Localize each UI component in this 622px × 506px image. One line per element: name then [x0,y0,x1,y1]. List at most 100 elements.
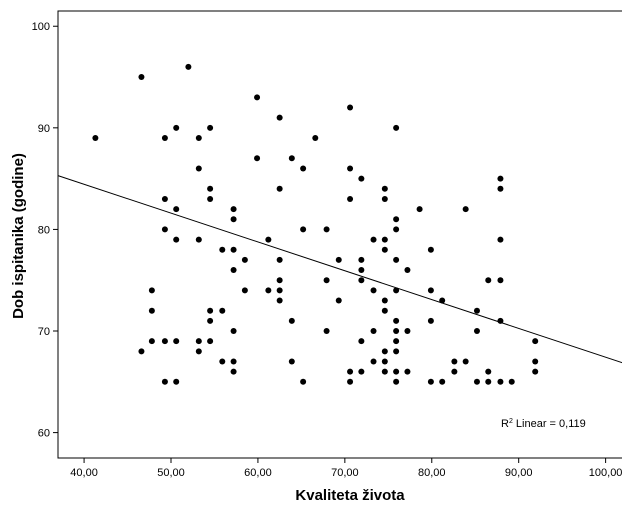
data-point [230,368,237,375]
data-point [451,368,458,375]
data-point [288,155,295,162]
data-point [485,277,492,284]
data-point [358,267,365,274]
data-point [265,236,272,243]
data-point [161,378,168,385]
data-point [508,378,515,385]
data-point [207,124,214,131]
x-tick-label: 40,00 [70,467,98,479]
data-point [173,338,180,345]
data-point [381,358,388,365]
data-point [381,236,388,243]
data-point [254,155,261,162]
data-point [381,297,388,304]
data-point [185,63,192,70]
data-point [439,378,446,385]
data-point [427,246,434,253]
data-point [381,246,388,253]
data-point [219,307,226,314]
data-point [300,165,307,172]
y-tick-label: 60 [38,428,50,440]
x-tick-label: 100,00 [589,467,622,479]
data-point [230,206,237,213]
data-point [497,378,504,385]
data-point [358,175,365,182]
data-point [323,277,330,284]
data-point [347,104,354,111]
data-point [497,317,504,324]
data-point [335,256,342,263]
data-point [381,195,388,202]
r-squared-annotation: R2 Linear = 0,119 [501,418,586,430]
data-point [300,226,307,233]
y-tick-label: 80 [38,224,50,236]
data-point [161,226,168,233]
data-point [497,277,504,284]
data-point [358,338,365,345]
data-point [393,317,400,324]
data-point [173,378,180,385]
data-point [207,317,214,324]
data-point [532,368,539,375]
data-point [532,338,539,345]
data-point [497,185,504,192]
data-point [347,165,354,172]
data-point [462,358,469,365]
data-point [393,124,400,131]
data-point [427,317,434,324]
data-point [173,236,180,243]
data-point [427,378,434,385]
data-point [230,267,237,274]
data-point [230,328,237,335]
data-point [473,307,480,314]
data-point [497,236,504,243]
y-tick-label: 70 [38,326,50,338]
data-point [347,368,354,375]
x-tick-label: 90,00 [505,467,533,479]
data-point [207,195,214,202]
data-point [358,368,365,375]
data-point [404,267,411,274]
data-point [381,185,388,192]
data-point [485,378,492,385]
data-point [161,134,168,141]
data-point [473,328,480,335]
data-point [276,297,283,304]
data-point [451,358,458,365]
x-tick-label: 80,00 [418,467,446,479]
data-point [207,307,214,314]
data-point [300,378,307,385]
data-point [195,134,202,141]
data-point [195,348,202,355]
data-point [393,328,400,335]
data-point [276,185,283,192]
data-point [370,358,377,365]
data-point [161,338,168,345]
data-point [473,378,480,385]
linear-fit-line [57,175,622,364]
data-point [207,185,214,192]
data-point [532,358,539,365]
data-point [393,287,400,294]
data-point [393,226,400,233]
data-point [393,348,400,355]
x-tick-label: 50,00 [157,467,185,479]
data-point [347,195,354,202]
data-point [381,307,388,314]
data-point [393,216,400,223]
data-point [404,328,411,335]
data-point [148,338,155,345]
data-point [219,358,226,365]
data-point [370,236,377,243]
data-point [393,368,400,375]
data-point [323,328,330,335]
data-point [370,287,377,294]
data-point [462,206,469,213]
data-point [148,307,155,314]
data-point [276,277,283,284]
data-point [276,114,283,121]
data-point [312,134,319,141]
data-point [138,348,145,355]
data-point [230,216,237,223]
